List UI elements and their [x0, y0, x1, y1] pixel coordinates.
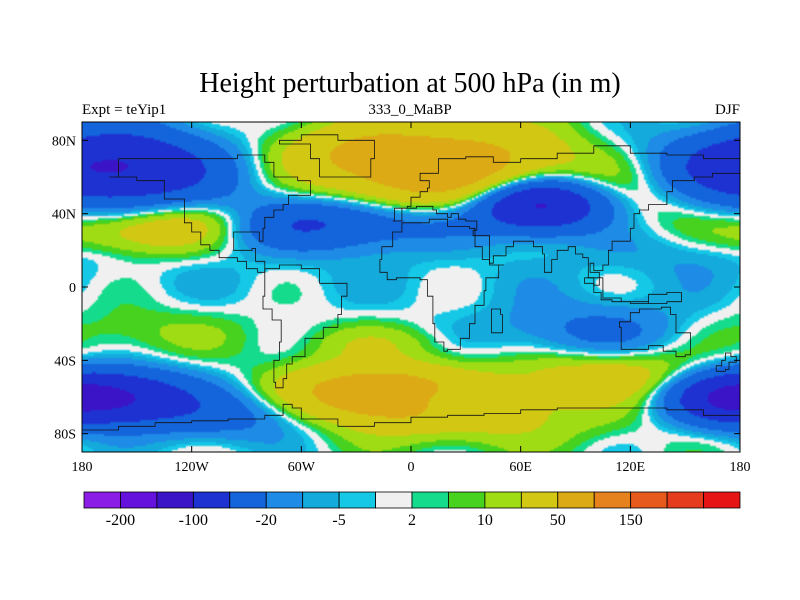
center-label: 333_0_MaBP: [368, 102, 451, 118]
y-tick-label: 80N: [52, 134, 76, 149]
colorbar-swatch: [265, 491, 304, 509]
colorbar-swatch: [192, 491, 231, 509]
colorbar-swatch: [593, 491, 632, 509]
coastline-greenland: [279, 134, 375, 178]
colorbar-swatch: [411, 491, 449, 509]
coastline-africa: [379, 218, 505, 352]
right-label: DJF: [715, 102, 740, 118]
height-perturbation-field: [82, 122, 740, 452]
colorbar-swatch: [83, 491, 121, 509]
colorbar-swatch: [156, 491, 194, 509]
coastline-madagascar: [491, 308, 503, 334]
x-tick-label: 120E: [616, 460, 646, 475]
colorbar-label: -20: [256, 512, 277, 529]
colorbar-swatch: [375, 491, 413, 509]
colorbar-swatch: [630, 491, 668, 509]
coastline-south-america: [262, 264, 348, 389]
colorbar-swatch: [557, 491, 595, 509]
x-tick-label: 180: [730, 460, 751, 475]
left-label: Expt = teYip1: [82, 102, 166, 118]
colorbar-label: -5: [332, 512, 345, 529]
plot-area: [82, 122, 740, 452]
colorbar-swatch: [703, 491, 741, 509]
x-tick-label: 120W: [175, 460, 210, 475]
coastlines: [82, 134, 740, 431]
coastline-antarctica: [82, 403, 740, 431]
coastline-maritime-continent: [584, 277, 682, 304]
colorbar-swatch: [484, 491, 522, 509]
x-axis: 180 120W 60W 0 60E 120E 180: [72, 122, 751, 475]
y-tick-label: 40S: [54, 354, 76, 369]
colorbar-swatch: [120, 491, 158, 509]
colorbar-swatch: [302, 491, 340, 509]
colorbar-swatch: [666, 491, 704, 509]
x-tick-label: 60W: [288, 460, 316, 475]
chart-title: Height perturbation at 500 hPa (in m): [199, 68, 620, 99]
y-axis: 80N 40N 0 40S 80S: [52, 134, 740, 443]
colorbar-swatch: [338, 491, 376, 509]
colorbar-label: 10: [477, 512, 493, 529]
colorbar-swatch: [520, 491, 559, 509]
colorbar-label: 50: [550, 512, 566, 529]
x-tick-label: 0: [408, 460, 415, 475]
colorbar-label: -200: [106, 512, 135, 529]
coastline-north-america: [109, 154, 311, 273]
x-tick-label: 60E: [509, 460, 532, 475]
y-tick-label: 40N: [52, 208, 76, 223]
colorbar: -200 -100 -20 -5 2 10 50 150: [83, 491, 741, 529]
x-tick-label: 180: [72, 460, 93, 475]
coastline-new-zealand: [715, 352, 737, 372]
coastline-eurasia: [392, 145, 740, 286]
y-tick-label: 80S: [54, 428, 76, 443]
colorbar-label: 150: [619, 512, 643, 529]
colorbar-label: -100: [179, 512, 208, 529]
colorbar-label: 2: [408, 512, 416, 529]
y-tick-label: 0: [69, 281, 76, 296]
colorbar-swatch: [229, 491, 267, 509]
coastline-australia: [619, 306, 691, 358]
colorbar-swatch: [448, 491, 486, 509]
